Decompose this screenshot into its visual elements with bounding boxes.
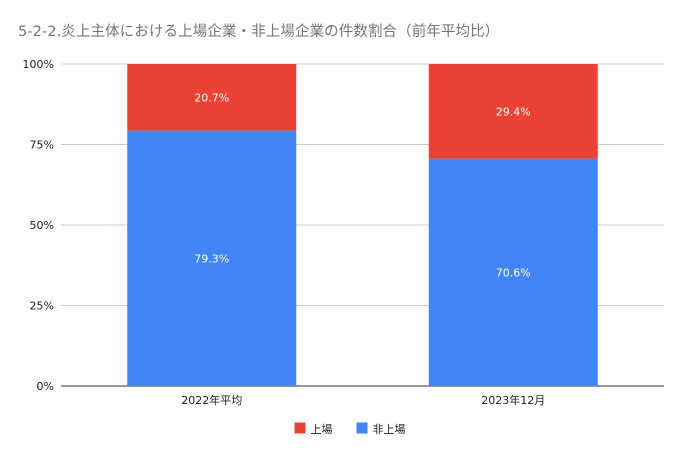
y-tick-label: 50% (30, 219, 54, 232)
bar-segment (428, 158, 598, 386)
legend-swatch (356, 422, 368, 434)
y-tick-label: 0% (37, 380, 54, 393)
x-tick-label: 2022年平均 (181, 393, 242, 407)
data-label: 29.4% (496, 105, 531, 118)
y-tick-label: 100% (23, 58, 54, 71)
chart-title: 5-2-2.炎上主体における上場企業・非上場企業の件数割合（前年平均比） (18, 24, 500, 40)
y-tick-label: 25% (30, 300, 54, 313)
bar-segment (428, 64, 598, 159)
bar-segment (127, 130, 297, 386)
legend-label: 非上場 (373, 423, 406, 436)
y-tick-label: 75% (30, 139, 54, 152)
x-tick-label: 2023年12月 (481, 393, 545, 407)
data-label: 79.3% (194, 252, 229, 265)
data-label: 70.6% (496, 266, 531, 279)
legend-label: 上場 (311, 423, 333, 436)
legend-swatch (294, 422, 306, 434)
bar-segment (127, 64, 297, 131)
data-label: 20.7% (194, 91, 229, 104)
